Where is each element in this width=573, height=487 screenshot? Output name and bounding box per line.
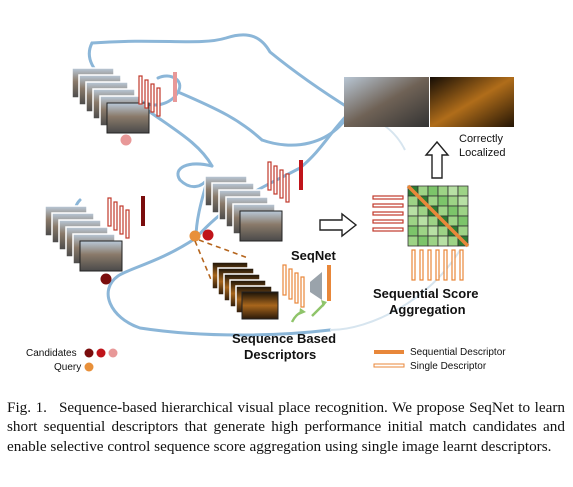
matrix-row-descriptors	[372, 195, 404, 232]
sequential-descriptor-candidate-1	[173, 72, 177, 102]
seqnet-label: SeqNet	[291, 248, 336, 263]
matched-night-photo	[430, 77, 514, 127]
correctly-localized-line1: Correctly	[459, 133, 504, 145]
query-projection-lines	[194, 239, 249, 283]
legend-query-label: Query	[54, 362, 81, 373]
caption-text: Sequence-based hierarchical visual place…	[7, 399, 565, 455]
curved-arrow-icon	[290, 303, 325, 323]
sequential-score-label-line2: Aggregation	[389, 302, 466, 317]
query-image-stack	[211, 261, 279, 320]
query-sequential-descriptor	[327, 265, 331, 301]
legend-sequential-swatch	[374, 350, 404, 354]
legend-single-label: Single Descriptor	[410, 361, 487, 372]
single-descriptors-candidate-1	[138, 75, 161, 117]
curved-arrow-head-icon	[299, 300, 327, 315]
legend-single-swatch	[373, 363, 405, 368]
figure-illustration: SeqNet Sequence Based Descriptors	[26, 33, 514, 373]
single-descriptors-candidate-3	[267, 161, 290, 203]
image-stack-candidate-2	[44, 205, 123, 272]
legend-query-marker	[84, 362, 94, 372]
figure-caption: Fig. 1. Sequence-based hierarchical visua…	[7, 398, 565, 456]
candidate-marker-light	[120, 134, 132, 146]
sequence-based-label-line1: Sequence Based	[232, 331, 336, 346]
arrow-up-icon	[424, 140, 450, 179]
image-stack-candidate-1	[71, 67, 150, 134]
legend-candidates-label: Candidates	[26, 348, 77, 359]
query-single-descriptors	[282, 264, 305, 308]
sequence-based-label-line2: Descriptors	[244, 347, 316, 362]
score-matrix-diagonal	[406, 184, 470, 248]
seqnet-funnel-icon	[310, 272, 322, 300]
legend-candidate-dark	[84, 348, 94, 358]
candidate-marker-dark	[100, 273, 112, 285]
legend-candidate-mid	[96, 348, 106, 358]
sequential-descriptor-candidate-3	[299, 160, 303, 190]
sequential-descriptor-candidate-2	[141, 196, 145, 226]
legend-candidate-light	[108, 348, 118, 358]
legend-sequential-label: Sequential Descriptor	[410, 347, 506, 358]
arrow-right-icon	[319, 212, 358, 238]
sequential-score-label-line1: Sequential Score	[373, 286, 478, 301]
correctly-localized-line2: Localized	[459, 147, 505, 159]
caption-number: Fig. 1.	[7, 399, 47, 416]
single-descriptors-candidate-2	[107, 197, 130, 239]
legend-descriptors: Sequential Descriptor Single Descriptor	[373, 347, 506, 372]
query-marker	[189, 230, 201, 242]
legend-candidates: Candidates	[26, 348, 118, 359]
matched-day-photo	[344, 77, 429, 127]
image-stack-candidate-3	[204, 175, 283, 242]
candidate-marker-mid	[202, 229, 214, 241]
legend-query: Query	[54, 362, 94, 373]
matrix-column-descriptors	[411, 249, 464, 281]
